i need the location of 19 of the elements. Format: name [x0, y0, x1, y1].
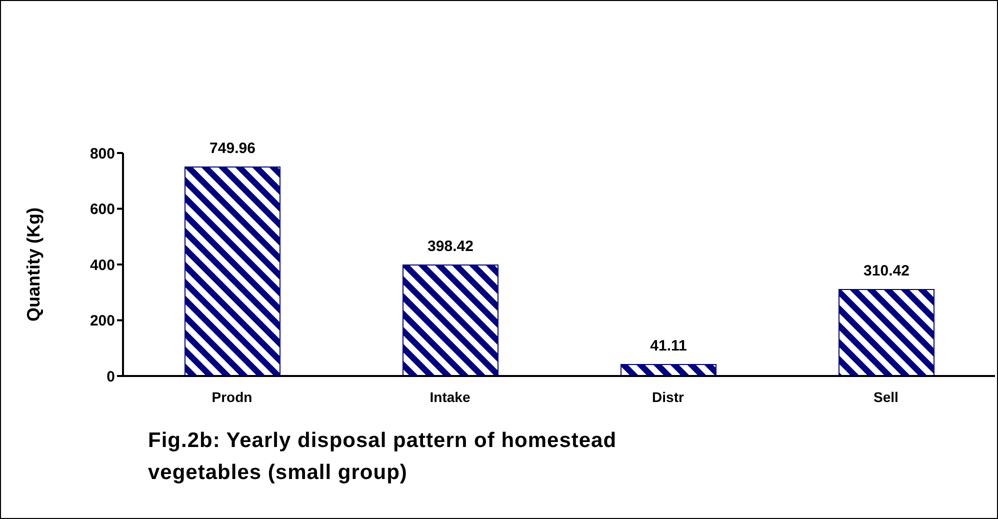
y-axis-title: Quantity (Kg)	[23, 208, 44, 322]
x-tick-label: Distr	[652, 388, 684, 405]
data-label: 310.42	[864, 262, 910, 280]
text: Fig.2b: Yearly disposal pattern of homestead vegetables (small group)	[148, 428, 618, 486]
y-tick-label: 600	[90, 201, 115, 218]
y-tick-label: 400	[90, 256, 115, 274]
bar	[184, 166, 280, 376]
x-tick-label: Sell	[874, 388, 898, 405]
y-tick-label: 200	[90, 312, 115, 330]
bar	[402, 264, 498, 376]
data-label: 41.11	[650, 338, 687, 355]
data-label: 398.42	[428, 238, 474, 255]
bar	[620, 364, 716, 376]
y-tick-label: 0	[106, 368, 115, 386]
x-tick-label: Intake	[430, 388, 470, 405]
bar	[838, 288, 934, 376]
data-label: 749.96	[210, 140, 256, 157]
x-tick-label: Prodn	[212, 388, 252, 405]
y-tick-label: 800	[90, 145, 115, 162]
